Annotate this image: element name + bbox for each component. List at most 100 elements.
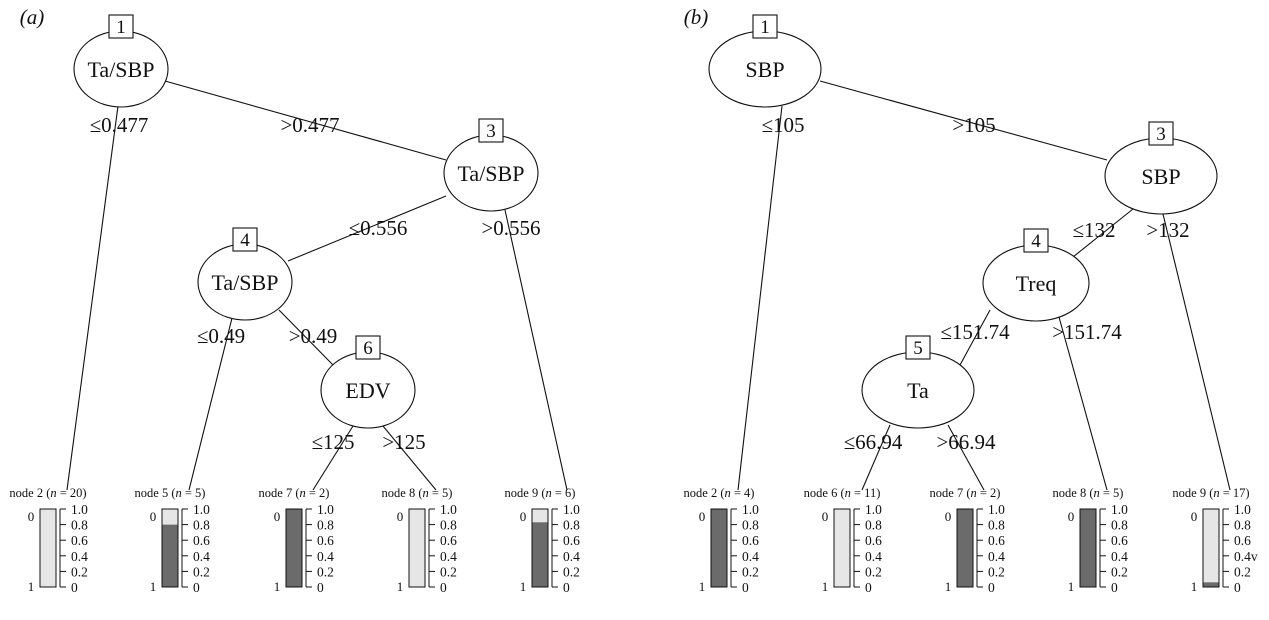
node-number-box — [108, 14, 134, 39]
leaf-title: node 5 (n = 5) — [135, 486, 206, 500]
leaf-axis-tick-label: 0 — [865, 580, 872, 595]
edge-line — [382, 425, 437, 491]
edge-line — [312, 425, 354, 491]
node-number-box — [478, 118, 504, 143]
node-number-text: 6 — [363, 338, 373, 359]
split-variable-label: SBP — [1141, 164, 1180, 189]
leaf-bar-class-0 — [1203, 509, 1219, 583]
leaf-node-word: node 9 ( — [1172, 486, 1213, 500]
leaf-node-word: node 8 ( — [1053, 486, 1094, 500]
leaf-axis-tick-label: 0.6 — [865, 533, 882, 548]
edge-split-label: ≤132 — [1072, 218, 1115, 242]
edge-split-label: ≤0.49 — [197, 324, 245, 348]
split-variable-label: Treq — [1016, 271, 1057, 296]
leaf-axis-tick-label: 1.0 — [317, 502, 334, 517]
leaf-title: node 2 (n = 20) — [9, 486, 86, 500]
leaf-n-count: = 2) — [977, 486, 1001, 500]
leaf-bar-class-0 — [409, 509, 425, 587]
leaf-title: node 7 (n = 2) — [930, 486, 1001, 500]
split-variable-label: EDV — [345, 378, 390, 403]
leaf-axis-tick-label: 0.8 — [742, 518, 759, 533]
leaf-class-0-label: 0 — [150, 509, 157, 524]
leaf-axis-tick-label: 1.0 — [440, 502, 457, 517]
leaf-axis-tick-label: 0.6 — [563, 533, 580, 548]
edge-split-label: >151.74 — [1052, 320, 1122, 344]
panel-tag: (b) — [684, 5, 709, 29]
leaf-axis-tick-label: 0 — [317, 580, 324, 595]
panel-tag: (a) — [20, 5, 45, 29]
edge-split-label: >66.94 — [936, 430, 996, 454]
leaf-bar-frame — [833, 508, 851, 588]
leaf-bar-class-1 — [957, 509, 973, 587]
leaf-bar-class-1 — [532, 522, 548, 587]
leaf-axis-tick-label: 0 — [1234, 580, 1241, 595]
edge-line — [164, 80, 447, 161]
leaf-axis-tick-label: 1.0 — [71, 502, 88, 517]
leaf-axis-tick-label: 0.6 — [988, 533, 1005, 548]
leaf-axis-tick-label: 1.0 — [563, 502, 580, 517]
leaf-axis-tick-label: 1.0 — [193, 502, 210, 517]
leaf-n-symbol: n — [50, 486, 56, 500]
leaf-axis-tick-label: 0.4 — [563, 549, 580, 564]
leaf-axis-tick-label: 0.2 — [440, 564, 457, 579]
leaf-axis-tick-label: 0.8 — [71, 518, 88, 533]
leaf-axis-tick-label: 0.8 — [563, 518, 580, 533]
leaf-n-symbol: n — [725, 486, 731, 500]
leaf-node-word: node 5 ( — [135, 486, 176, 500]
leaf-title: node 8 (n = 5) — [1053, 486, 1124, 500]
panel-a-tree: (a) ≤0.477 >0.477 ≤0.556 >0.556 ≤0.49 >0.49 ≤12… — [9, 5, 580, 595]
split-variable-label: Ta/SBP — [458, 161, 525, 186]
leaf-class-0-label: 0 — [699, 509, 706, 524]
leaf-class-1-label: 1 — [28, 579, 35, 594]
leaf-node-word: node 8 ( — [382, 486, 423, 500]
leaf-axis-tick-label: 0.4 — [440, 549, 457, 564]
node-number-box — [1023, 228, 1049, 253]
edge-line — [188, 317, 233, 491]
leaf-class-0-label: 0 — [397, 509, 404, 524]
node-number-box — [1148, 121, 1174, 146]
leaf-axis-tick-label: 0.2 — [1234, 564, 1251, 579]
leaf-axis-tick-label: 0.6 — [1111, 533, 1128, 548]
leaf-class-1-label: 1 — [822, 579, 829, 594]
edge-line — [959, 309, 991, 366]
edge-split-label: ≤125 — [311, 430, 354, 454]
node-number-box — [232, 227, 258, 252]
edge-split-label: >0.49 — [289, 324, 338, 348]
leaf-class-1-label: 1 — [1191, 579, 1198, 594]
node-number-text: 4 — [240, 230, 250, 251]
leaf-axis-tick-label: 0.6 — [71, 533, 88, 548]
leaf-axis-tick-label: 0.2 — [317, 564, 334, 579]
leaf-bar-frame — [956, 508, 974, 588]
leaf-n-symbol: n — [1094, 486, 1100, 500]
leaf-title: node 9 (n = 6) — [505, 486, 576, 500]
leaf-bar-frame — [285, 508, 303, 588]
panel-b-tree: (b) ≤105 >105 ≤132 >132 ≤151.74 >151.74 ≤66.94 >… — [684, 5, 1258, 595]
edge-split-label: ≤105 — [761, 113, 804, 137]
split-variable-label: Ta/SBP — [88, 57, 155, 82]
edge-line — [1058, 316, 1108, 491]
split-variable-label: SBP — [745, 57, 784, 82]
leaf-axis-tick-label: 0.8 — [193, 518, 210, 533]
leaf-n-symbol: n — [546, 486, 552, 500]
leaf-axis-tick-label: 0 — [193, 580, 200, 595]
edge-line — [947, 424, 985, 491]
leaf-node-word: node 9 ( — [505, 486, 546, 500]
leaf-axis-tick-label: 0.4 — [988, 549, 1005, 564]
leaf-title: node 2 (n = 4) — [684, 486, 755, 500]
leaf-axis-tick-label: 0.6 — [317, 533, 334, 548]
edge-split-label: >0.477 — [280, 113, 339, 137]
edge-split-label: >105 — [952, 113, 995, 137]
leaf-bar-class-1 — [286, 509, 302, 587]
node-number-text: 1 — [116, 17, 126, 38]
leaf-title: node 6 (n = 11) — [804, 486, 881, 500]
leaf-class-0-label: 0 — [520, 509, 527, 524]
leaf-axis-tick-label: 0.4 — [71, 549, 88, 564]
leaf-axis-tick-label: 1.0 — [865, 502, 882, 517]
leaf-axis-tick-label: 0 — [988, 580, 995, 595]
leaf-axis-tick-label: 0.6 — [1234, 533, 1251, 548]
leaf-n-count: = 11) — [851, 486, 881, 500]
leaf-class-1-label: 1 — [699, 579, 706, 594]
split-variable-label: Ta/SBP — [212, 270, 279, 295]
leaf-axis-tick-label: 1.0 — [742, 502, 759, 517]
leaf-node-word: node 7 ( — [259, 486, 300, 500]
